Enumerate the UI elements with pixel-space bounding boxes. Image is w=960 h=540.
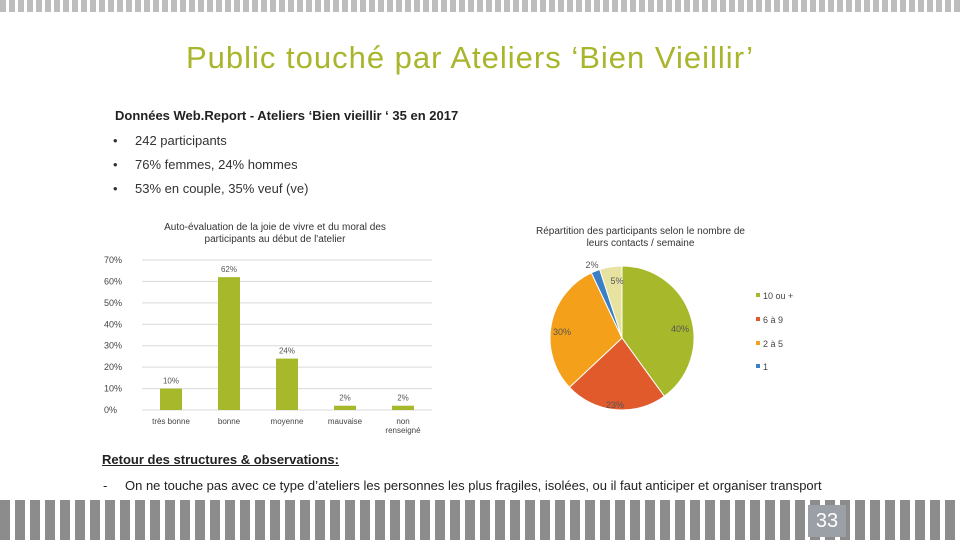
pie-slice bbox=[621, 265, 695, 397]
pie-data-label: 5% bbox=[610, 276, 623, 286]
bottom-stripe-decoration bbox=[0, 500, 960, 540]
y-tick-label: 30% bbox=[104, 341, 122, 351]
notes-dash: - bbox=[103, 478, 108, 493]
bullet-glyph: • bbox=[113, 181, 118, 196]
x-tick-label: moyenne bbox=[271, 417, 304, 426]
bullet-list: • 242 participants • 76% femmes, 24% homme… bbox=[113, 131, 308, 203]
pie-data-label: 30% bbox=[553, 327, 571, 337]
y-tick-label: 70% bbox=[104, 255, 122, 265]
top-stripe-decoration bbox=[0, 0, 960, 12]
legend-label: 10 ou + bbox=[763, 291, 793, 301]
pie-slice bbox=[599, 265, 623, 339]
bullet-glyph: • bbox=[113, 133, 118, 148]
x-tick-label: bonne bbox=[218, 417, 241, 426]
bullet-glyph: • bbox=[113, 157, 118, 172]
bar bbox=[392, 405, 414, 410]
bullet-item: • 76% femmes, 24% hommes bbox=[113, 155, 308, 179]
page-number: 33 bbox=[808, 505, 846, 537]
bar-data-label: 24% bbox=[279, 347, 295, 356]
bullet-text: 242 participants bbox=[135, 133, 227, 148]
bullet-text: 76% femmes, 24% hommes bbox=[135, 157, 298, 172]
y-tick-label: 0% bbox=[104, 405, 117, 415]
legend-label: 1 bbox=[763, 362, 768, 372]
legend-label: 6 à 9 bbox=[763, 315, 783, 325]
bar-chart-title: Auto-évaluation de la joie de vivre et d… bbox=[164, 222, 386, 245]
bar-data-label: 2% bbox=[397, 394, 409, 403]
bar bbox=[334, 405, 356, 410]
x-tick-label: non bbox=[396, 417, 409, 426]
y-tick-label: 40% bbox=[104, 319, 122, 329]
y-tick-label: 60% bbox=[104, 276, 122, 286]
y-tick-label: 10% bbox=[104, 384, 122, 394]
bar-data-label: 2% bbox=[339, 394, 351, 403]
legend-swatch bbox=[756, 293, 760, 297]
y-tick-label: 20% bbox=[104, 362, 122, 372]
pie-slice bbox=[568, 337, 666, 411]
legend-swatch bbox=[756, 341, 760, 345]
pie-data-label: 23% bbox=[606, 400, 624, 410]
pie-chart: 40% 23% 30% 2% 5% 10 ou + 6 à 9 2 à 5 1 bbox=[549, 260, 793, 411]
legend-swatch bbox=[756, 364, 760, 368]
y-tick-label: 50% bbox=[104, 298, 122, 308]
slide-subtitle: Données Web.Report - Ateliers ‘Bien viei… bbox=[115, 108, 459, 123]
pie-data-label: 2% bbox=[585, 260, 598, 270]
bar-chart: 0% 10% 20% 30% 40% 50% 60% 70% 10% très bonne 62% b… bbox=[104, 255, 432, 435]
bar bbox=[276, 358, 298, 410]
bar-data-label: 62% bbox=[221, 265, 237, 274]
x-tick-label: mauvaise bbox=[328, 417, 363, 426]
pie-data-label: 40% bbox=[671, 324, 689, 334]
bar-data-label: 10% bbox=[163, 377, 179, 386]
legend-swatch bbox=[756, 317, 760, 321]
notes-text: On ne touche pas avec ce type d’ateliers… bbox=[125, 478, 822, 493]
notes-title: Retour des structures & observations: bbox=[102, 452, 339, 467]
bar bbox=[218, 277, 240, 410]
bullet-text: 53% en couple, 35% veuf (ve) bbox=[135, 181, 309, 196]
x-tick-label: très bonne bbox=[152, 417, 190, 426]
x-tick-label: renseigné bbox=[385, 426, 421, 435]
bar bbox=[160, 388, 182, 410]
slide-title: Public touché par Ateliers ‘Bien Vieilli… bbox=[185, 40, 755, 75]
notes-line: - On ne touche pas avec ce type d’atelier… bbox=[103, 478, 822, 493]
pie-slice bbox=[549, 272, 623, 388]
pie-chart-title: Répartition des participants selon le no… bbox=[535, 226, 745, 249]
bullet-item: • 53% en couple, 35% veuf (ve) bbox=[113, 179, 308, 203]
legend-label: 2 à 5 bbox=[763, 339, 783, 349]
bullet-item: • 242 participants bbox=[113, 131, 308, 155]
